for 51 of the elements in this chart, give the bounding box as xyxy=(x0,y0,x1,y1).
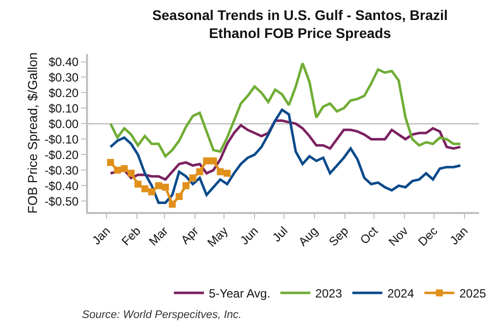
x-tick-label: Sep xyxy=(326,224,352,249)
point xyxy=(107,158,114,166)
y-tick-label: -$0.40 xyxy=(44,178,79,193)
y-tick-label: $0.30 xyxy=(48,70,79,84)
x-tick-label: Jul xyxy=(270,224,290,245)
point xyxy=(155,182,162,190)
y-tick-label: $0.00 xyxy=(48,116,79,131)
x-tick-label: Aug xyxy=(296,224,321,249)
point xyxy=(120,165,128,172)
x-tick-label: Mar xyxy=(146,224,171,248)
x-tick-label: May xyxy=(204,224,231,250)
y-axis-title: FOB Price Spread, $/Gallon xyxy=(25,52,40,214)
x-tick-label: Feb xyxy=(118,224,144,248)
point xyxy=(162,184,169,191)
x-tick-label: Dec xyxy=(415,224,440,249)
point xyxy=(176,193,183,200)
legend-label: 5-Year Avg. xyxy=(208,286,270,301)
source-note: Source: World Perspecitves, Inc. xyxy=(82,309,242,321)
y-tick-label: -$0.30 xyxy=(44,163,79,178)
point xyxy=(114,166,121,174)
y-tick-label: $0.40 xyxy=(48,54,79,69)
point xyxy=(141,185,148,192)
x-tick-label: Jan xyxy=(447,224,471,248)
x-tick-label: Jan xyxy=(89,224,113,248)
legend-label: 2023 xyxy=(315,286,342,301)
point xyxy=(182,182,190,190)
point xyxy=(203,157,210,164)
legend-label: 2024 xyxy=(387,286,414,301)
line-series xyxy=(109,108,462,204)
line-series xyxy=(109,119,462,181)
x-tick-label: Nov xyxy=(386,224,411,249)
chart-title: Seasonal Trends in U.S. Gulf - Santos, Brazil Ethanol FOB Price Spreads xyxy=(152,6,448,41)
x-tick-label: Jun xyxy=(237,224,261,248)
y-tick-label: -$0.50 xyxy=(44,194,79,208)
point xyxy=(134,180,142,188)
y-tick-label: $0.10 xyxy=(48,101,79,116)
point xyxy=(168,200,176,208)
legend-label: 2025 xyxy=(459,286,486,301)
y-tick-label: -$0.10 xyxy=(44,132,79,146)
point xyxy=(196,168,204,176)
y-tick-label: $0.20 xyxy=(48,86,79,100)
y-tick-label: -$0.20 xyxy=(44,148,79,162)
point xyxy=(224,170,231,177)
line-series xyxy=(109,62,462,158)
x-tick-label: Apr xyxy=(178,224,202,247)
point xyxy=(128,170,135,177)
point xyxy=(210,157,217,164)
x-tick-label: Oct xyxy=(357,223,381,247)
point xyxy=(189,174,196,182)
point xyxy=(148,188,156,196)
point xyxy=(216,168,224,176)
